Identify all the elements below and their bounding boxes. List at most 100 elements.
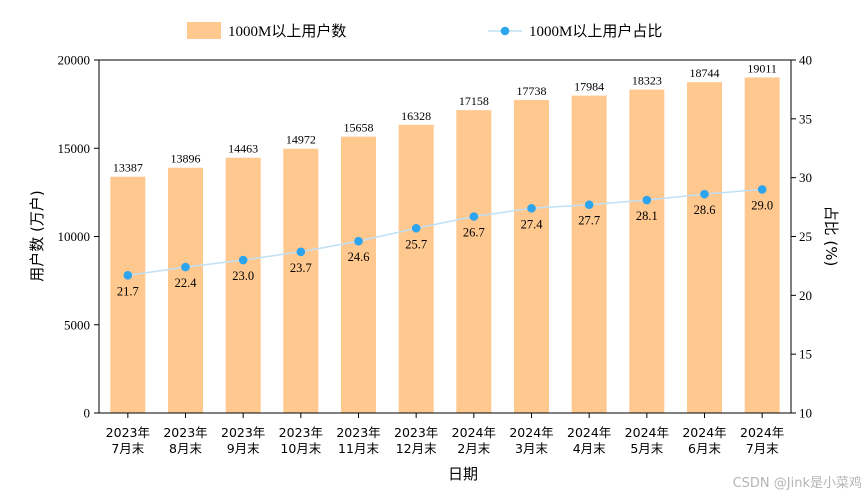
line-point xyxy=(181,262,190,272)
right-axis-title: 占比 (%) xyxy=(822,206,840,267)
bar xyxy=(398,124,434,414)
bar xyxy=(283,148,319,413)
x-tick-label-year: 2024年 xyxy=(567,425,611,440)
bar xyxy=(744,77,780,414)
line-point xyxy=(123,271,133,280)
line-value-label: 23.0 xyxy=(232,269,254,283)
x-tick-label-year: 2023年 xyxy=(221,425,265,440)
x-tick-label: 2024年 2月末 xyxy=(452,425,496,456)
line-value-label: 22.4 xyxy=(175,276,198,290)
line-point xyxy=(238,255,248,265)
line-value-label: 28.1 xyxy=(636,209,658,223)
bar-series xyxy=(110,77,780,414)
line-value-label: 27.7 xyxy=(578,214,600,228)
bar xyxy=(168,167,203,413)
line-point xyxy=(584,200,594,210)
bar-value-label: 19011 xyxy=(747,61,777,75)
x-tick-label-month: 12月末 xyxy=(396,441,437,456)
line-data-labels: 21.7 22.4 23.0 23.7 24.6 25.7 26.7 27.4 27.7 28.1… xyxy=(117,198,773,298)
line-point xyxy=(411,223,421,233)
bar xyxy=(110,176,146,413)
line-point xyxy=(354,236,363,246)
x-tick-label-month: 10月末 xyxy=(280,441,321,456)
y-tick-label: 10000 xyxy=(58,229,91,244)
bar-value-label: 15658 xyxy=(344,121,374,135)
line-value-label: 23.7 xyxy=(290,261,312,275)
x-tick-label-year: 2023年 xyxy=(163,425,207,440)
x-tick-label: 2024年 3月末 xyxy=(509,425,553,456)
bar-value-label: 17984 xyxy=(574,80,604,94)
y2-tick-label: 25 xyxy=(799,229,812,244)
line-value-label: 28.6 xyxy=(694,203,716,217)
x-tick-label-year: 2024年 xyxy=(682,425,726,440)
x-tick-label-year: 2023年 xyxy=(279,425,323,440)
x-tick-label-month: 2月末 xyxy=(457,441,490,456)
bar xyxy=(629,89,665,413)
x-tick-label-month: 7月末 xyxy=(746,441,779,456)
bar-value-label: 14463 xyxy=(228,142,258,156)
bar xyxy=(687,82,722,414)
x-tick-label: 2023年 7月末 xyxy=(106,425,150,456)
line-value-label: 24.6 xyxy=(348,250,370,264)
y-tick-label: 15000 xyxy=(58,141,91,156)
line-value-label: 26.7 xyxy=(463,225,485,239)
line-value-label: 27.4 xyxy=(521,217,544,231)
x-tick-label-month: 8月末 xyxy=(169,441,202,456)
line-value-label: 21.7 xyxy=(117,284,139,298)
line-value-label: 25.7 xyxy=(405,237,427,251)
x-tick-label-month: 3月末 xyxy=(515,441,548,456)
x-tick-label-month: 5月末 xyxy=(630,441,663,456)
legend: 1000M以上用户数 1000M以上用户占比 xyxy=(187,22,662,40)
x-tick-label-month: 4月末 xyxy=(573,441,606,456)
x-tick-label: 2024年 7月末 xyxy=(740,425,784,456)
y2-tick-label: 15 xyxy=(799,347,812,362)
x-tick-label: 2023年 10月末 xyxy=(279,425,323,456)
x-tick-label: 2023年 8月末 xyxy=(163,425,207,456)
legend-line-marker xyxy=(500,26,510,36)
x-tick-label: 2023年 9月末 xyxy=(221,425,265,456)
line-point xyxy=(296,247,306,257)
x-tick-label: 2023年 12月末 xyxy=(394,425,438,456)
y2-tick-label: 40 xyxy=(799,53,812,68)
line-point xyxy=(469,212,479,221)
x-axis-title: 日期 xyxy=(448,465,478,483)
bar xyxy=(341,136,376,414)
y2-tick-label: 10 xyxy=(799,406,812,421)
x-tick-label-month: 7月末 xyxy=(111,441,144,456)
line-value-label: 29.0 xyxy=(751,198,773,212)
x-tick-label: 2023年 11月末 xyxy=(336,425,380,456)
legend-bar-swatch xyxy=(187,22,221,39)
x-tick-label-month: 6月末 xyxy=(688,441,721,456)
bar-value-label: 18744 xyxy=(690,66,720,80)
line-point xyxy=(757,185,767,194)
bar xyxy=(514,99,549,413)
bar xyxy=(225,157,261,413)
bar-value-label: 18323 xyxy=(632,74,662,88)
x-tick-label-year: 2024年 xyxy=(625,425,669,440)
legend-line-label: 1000M以上用户占比 xyxy=(529,23,662,40)
x-tick-label-year: 2024年 xyxy=(452,425,496,440)
bar xyxy=(456,110,492,413)
y2-tick-label: 20 xyxy=(799,288,812,303)
bar-value-label: 17738 xyxy=(517,84,547,98)
legend-bar-label: 1000M以上用户数 xyxy=(228,23,346,40)
right-axis-ticks: 10 15 20 25 30 35 40 xyxy=(791,53,812,421)
left-axis-title: 用户数 (万户) xyxy=(28,190,46,281)
bar-value-label: 16328 xyxy=(401,109,431,123)
y-tick-label: 5000 xyxy=(64,317,90,332)
x-tick-label-year: 2023年 xyxy=(336,425,380,440)
bar-value-label: 14972 xyxy=(286,133,316,147)
y-tick-label: 0 xyxy=(84,406,91,421)
series-line xyxy=(127,188,763,277)
y2-tick-label: 30 xyxy=(799,170,812,185)
y2-tick-label: 35 xyxy=(799,111,812,126)
x-tick-label-year: 2023年 xyxy=(394,425,438,440)
x-tick-label: 2024年 5月末 xyxy=(625,425,669,456)
x-tick-label-year: 2024年 xyxy=(509,425,553,440)
watermark: CSDN @Jink是小菜鸡 xyxy=(733,475,862,491)
x-tick-label-year: 2024年 xyxy=(740,425,784,440)
line-series xyxy=(123,185,767,280)
left-axis-ticks: 0 5000 10000 15000 20000 xyxy=(58,53,99,421)
